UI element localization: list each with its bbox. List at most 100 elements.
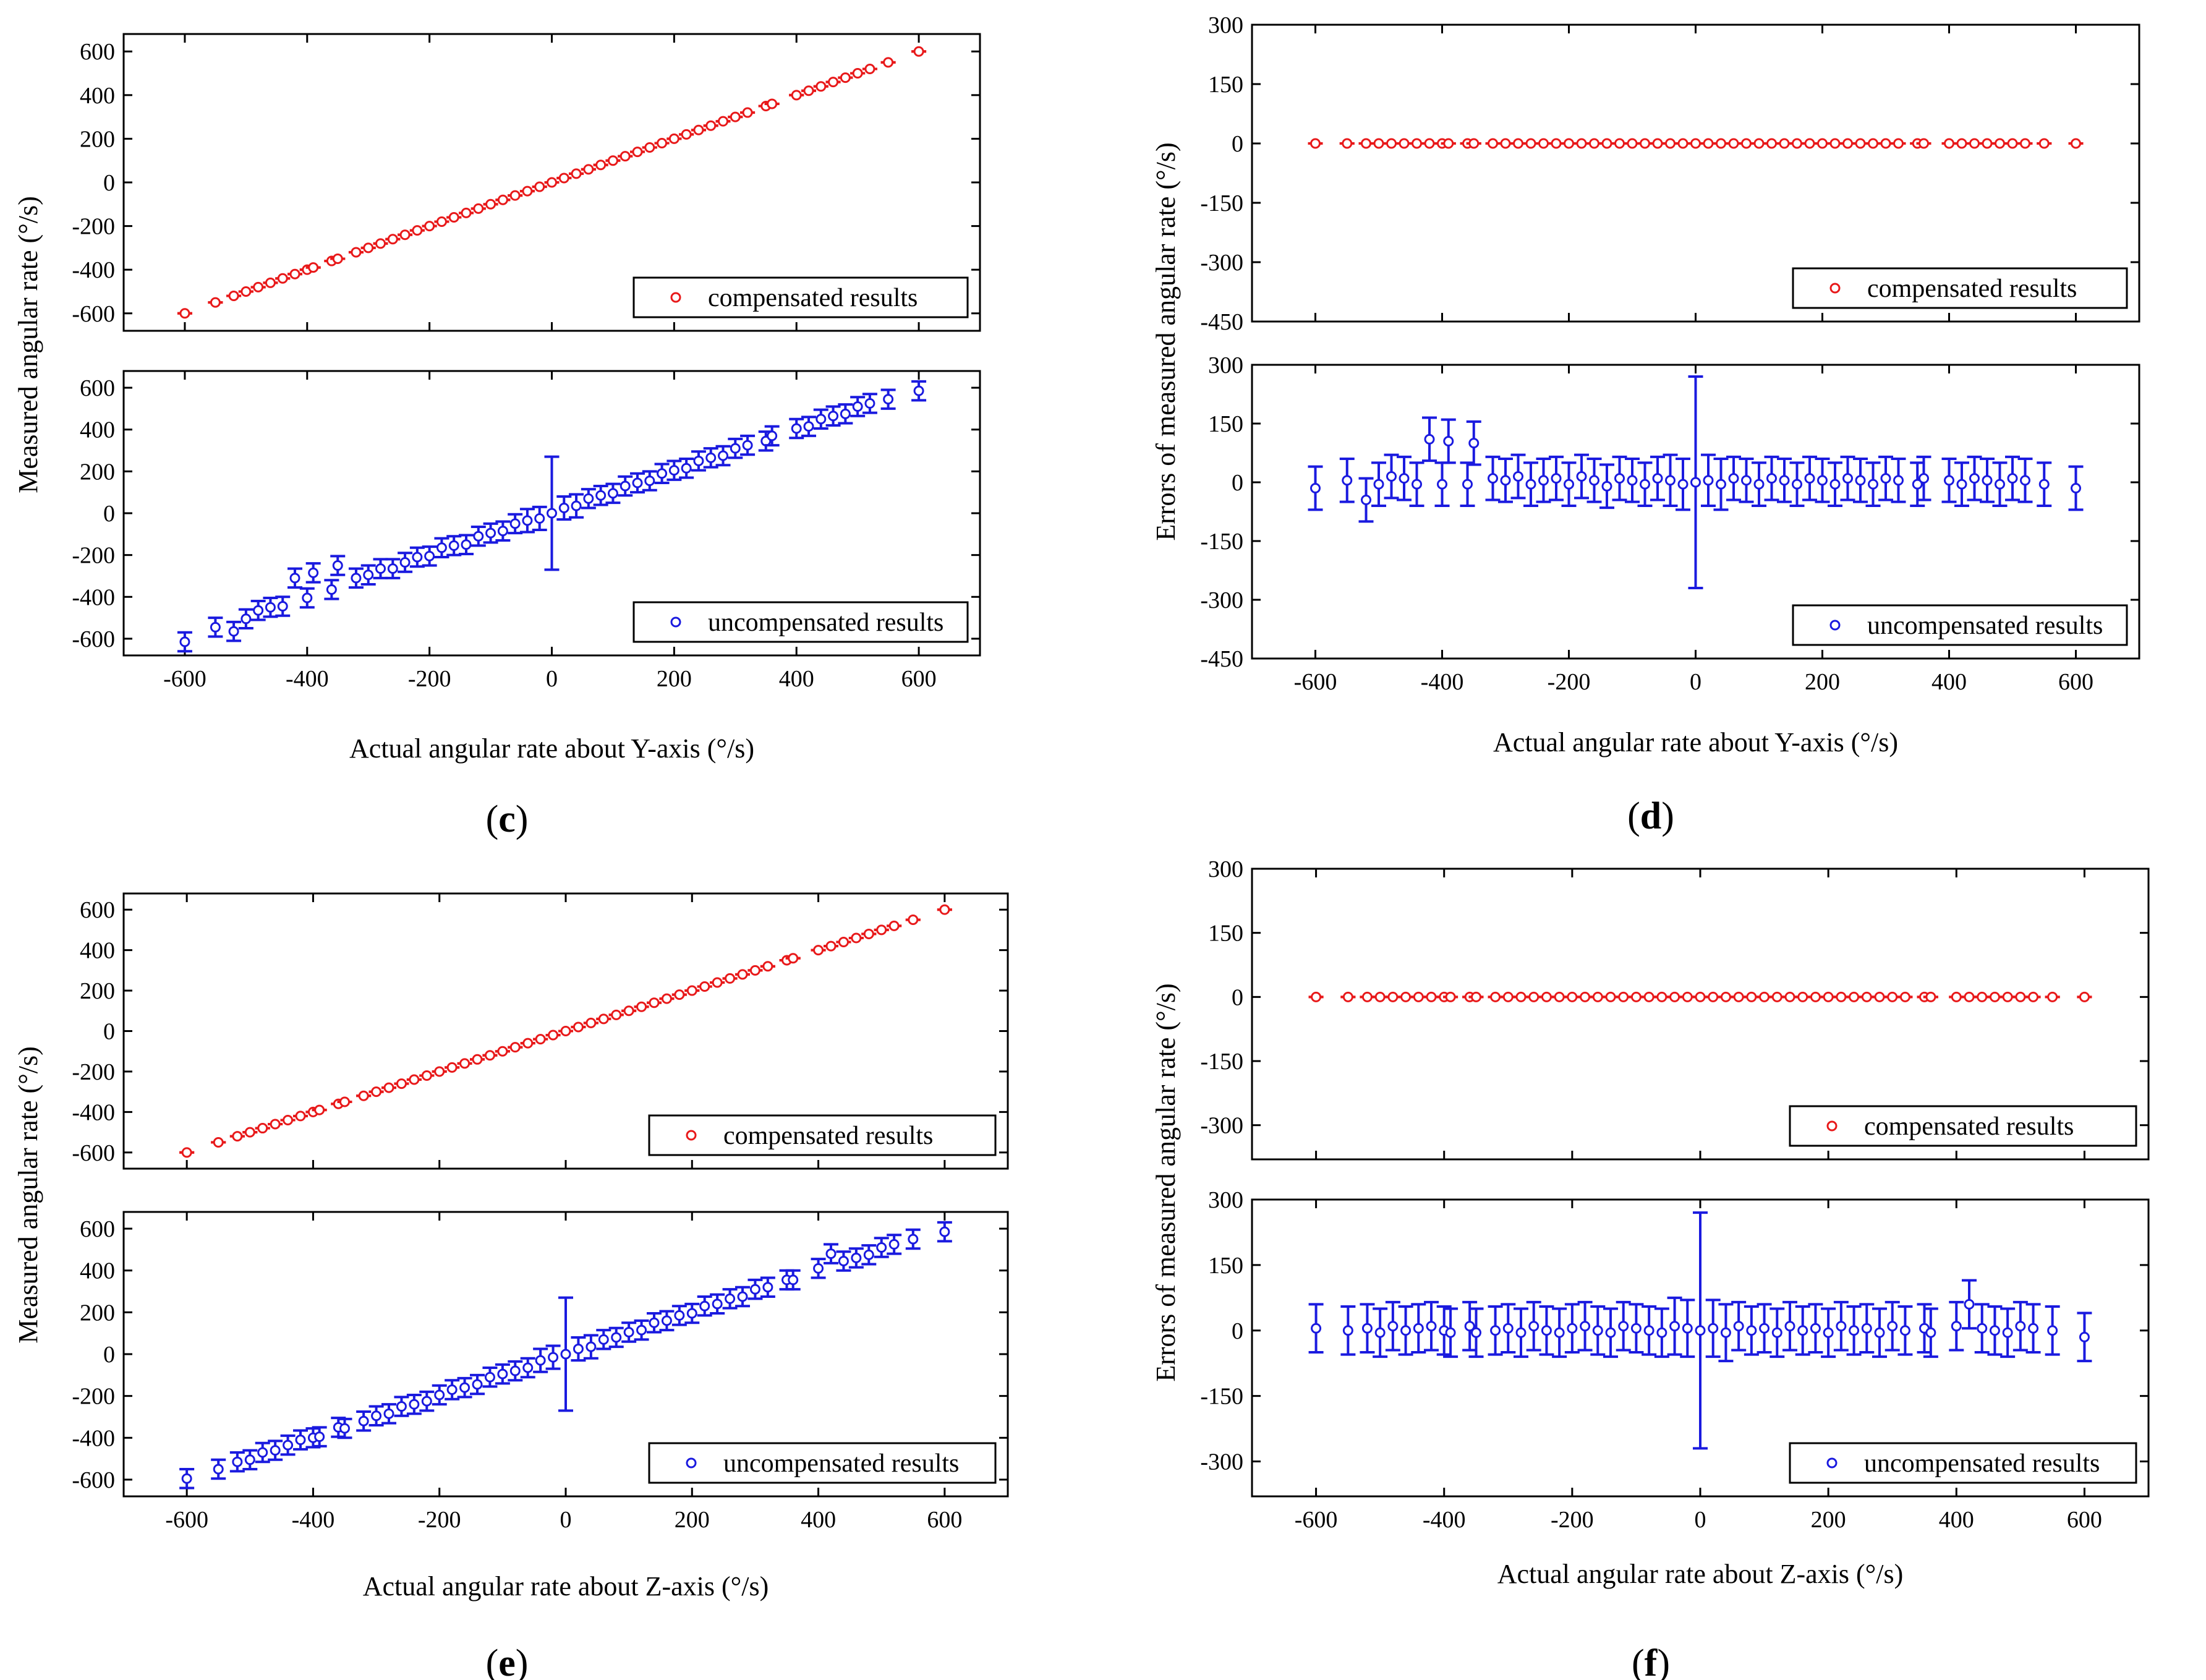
data-point bbox=[448, 211, 459, 223]
data-point bbox=[883, 57, 894, 68]
data-point bbox=[705, 452, 717, 463]
data-point bbox=[712, 1298, 723, 1310]
y-tick-label: 600 bbox=[80, 39, 115, 65]
data-point bbox=[1502, 1323, 1514, 1334]
x-tick-label: -400 bbox=[292, 1507, 335, 1533]
data-point bbox=[1810, 1323, 1821, 1334]
legend: uncompensated results bbox=[648, 1442, 997, 1484]
data-point bbox=[686, 985, 697, 996]
data-point bbox=[473, 203, 484, 214]
data-point bbox=[1792, 479, 1802, 490]
data-point bbox=[2002, 991, 2013, 1002]
data-point bbox=[1400, 991, 1412, 1002]
data-point bbox=[1861, 991, 1872, 1002]
data-point bbox=[509, 1365, 521, 1376]
data-point bbox=[813, 945, 824, 956]
chart-panel-f: -300 -150 0 150 300 compensated results -300 -1… bbox=[1151, 856, 2150, 1680]
data-point bbox=[396, 1401, 407, 1412]
data-point bbox=[213, 1464, 224, 1475]
subplot-c-2: -600 -400 -200 0 200 400 600 -600 -400 -200 0 200 40… bbox=[72, 370, 981, 692]
data-point bbox=[644, 475, 655, 487]
data-point bbox=[257, 1123, 268, 1134]
legend-text: uncompensated results bbox=[1867, 612, 2103, 640]
x-tick-label: 200 bbox=[1811, 1507, 1846, 1533]
data-point bbox=[620, 480, 631, 492]
subplot-e-2: -600 -400 -200 0 200 400 600 -600 -400 -200 0 200 40… bbox=[72, 1211, 1009, 1533]
data-point bbox=[828, 411, 839, 422]
y-tick-label: 0 bbox=[103, 170, 115, 196]
data-point bbox=[363, 569, 374, 581]
data-point bbox=[2028, 1323, 2039, 1334]
data-point bbox=[1677, 479, 1689, 490]
data-point bbox=[1627, 475, 1638, 486]
data-point bbox=[1861, 1323, 1872, 1334]
data-point bbox=[1720, 991, 1731, 1002]
legend-text: uncompensated results bbox=[1864, 1449, 2100, 1478]
y-tick-label: 400 bbox=[80, 417, 115, 443]
data-point bbox=[387, 234, 398, 245]
data-point bbox=[459, 1382, 471, 1393]
y-tick-label: -200 bbox=[72, 1384, 115, 1410]
data-point bbox=[232, 1131, 243, 1142]
x-tick-label: 0 bbox=[1695, 1507, 1706, 1533]
data-point bbox=[573, 1021, 584, 1033]
y-axis-label: Measured angular rate (°/s) bbox=[13, 1046, 43, 1344]
data-point bbox=[598, 1334, 609, 1345]
x-tick-label: 400 bbox=[1939, 1507, 1974, 1533]
data-point bbox=[1551, 138, 1562, 149]
data-point bbox=[253, 605, 264, 616]
data-point bbox=[409, 1074, 420, 1085]
data-point bbox=[399, 556, 411, 568]
data-point bbox=[657, 137, 668, 148]
data-point bbox=[1995, 138, 2005, 149]
data-point bbox=[636, 1324, 647, 1336]
data-point bbox=[1771, 991, 1782, 1002]
data-point bbox=[2015, 1321, 2026, 1332]
y-tick-label: -400 bbox=[72, 257, 115, 283]
data-point bbox=[560, 1349, 571, 1360]
data-point bbox=[522, 515, 533, 526]
data-point bbox=[1630, 1323, 1642, 1334]
data-point bbox=[649, 1317, 660, 1328]
data-point bbox=[838, 937, 849, 948]
data-point bbox=[332, 254, 343, 265]
y-tick-label: 150 bbox=[1208, 411, 1243, 437]
data-point bbox=[661, 993, 672, 1004]
data-point bbox=[283, 1439, 294, 1451]
y-tick-label: 300 bbox=[1208, 352, 1243, 378]
legend-marker bbox=[1826, 1120, 1838, 1132]
chart-panel-e: -600 -400 -200 0 200 400 600 compensated result… bbox=[13, 892, 1009, 1680]
data-point bbox=[908, 1234, 919, 1245]
data-point bbox=[1468, 438, 1480, 449]
data-point bbox=[571, 500, 582, 511]
data-point bbox=[473, 531, 484, 542]
data-point bbox=[668, 133, 679, 144]
data-point bbox=[749, 965, 760, 976]
data-point bbox=[1944, 138, 1954, 149]
y-tick-label: 200 bbox=[80, 126, 115, 152]
legend: compensated results bbox=[1789, 1105, 2137, 1147]
data-point bbox=[1893, 475, 1904, 486]
data-point bbox=[1538, 475, 1549, 486]
data-point bbox=[668, 465, 679, 476]
data-point bbox=[852, 401, 863, 412]
data-point bbox=[1361, 495, 1371, 505]
y-tick-label: -200 bbox=[72, 1059, 115, 1085]
data-point bbox=[1374, 991, 1386, 1002]
data-point bbox=[607, 155, 618, 166]
data-point bbox=[179, 308, 190, 319]
data-point bbox=[535, 1355, 546, 1366]
data-point bbox=[1488, 473, 1498, 484]
data-point bbox=[1538, 138, 1549, 149]
data-point bbox=[1784, 1321, 1795, 1332]
data-point bbox=[1471, 991, 1481, 1002]
data-point bbox=[1797, 991, 1808, 1002]
data-point bbox=[2002, 1327, 2013, 1338]
data-point bbox=[1589, 475, 1599, 486]
data-point bbox=[762, 961, 773, 972]
data-point bbox=[767, 430, 778, 441]
data-point bbox=[1669, 1321, 1680, 1332]
data-point bbox=[548, 1352, 559, 1363]
data-point bbox=[270, 1119, 281, 1130]
data-point bbox=[446, 1062, 458, 1073]
